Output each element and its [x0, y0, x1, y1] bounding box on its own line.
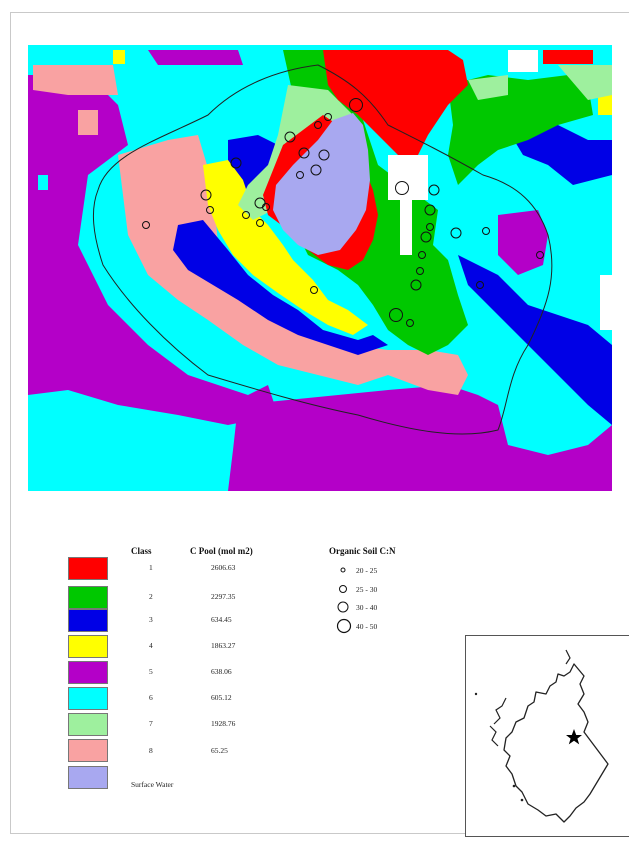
cn-sample-circle-icon [424, 204, 436, 216]
cn-sample-circle-icon [256, 219, 264, 227]
legend-swatch-surface-water [68, 766, 108, 789]
soil-carbon-class-map [28, 45, 612, 491]
legend-class-1: 1 [149, 563, 153, 572]
cn-sample-circle-icon [296, 171, 304, 179]
legend-class-header: Class [131, 546, 152, 556]
cn-sample-circle-icon [428, 184, 440, 196]
cn-sample-circle-icon [416, 267, 424, 275]
cn-sample-circle-icon [310, 164, 322, 176]
cn-range-3: 30 - 40 [356, 603, 378, 612]
cn-sample-circle-icon [406, 319, 414, 327]
cn-sample-circle-icon [284, 131, 296, 143]
legend-class-6: 6 [149, 693, 153, 702]
cn-sample-circle-icon [450, 227, 462, 239]
cn-sample-circle-icon [318, 149, 330, 161]
cn-sample-circle-icon [310, 286, 318, 294]
map-area-class-5 [228, 385, 612, 491]
cn-sample-circle-icon [254, 197, 266, 209]
cn-circle-small-icon [340, 567, 346, 573]
map-area-class-2 [448, 75, 593, 185]
inset-locator-map [465, 635, 629, 837]
legend-surface-water-label: Surface Water [131, 780, 174, 789]
cn-sample-circle-icon [206, 206, 214, 214]
cn-sample-circle-icon [476, 281, 484, 289]
cn-sample-circle-icon [426, 223, 434, 231]
legend-class-7: 7 [149, 719, 153, 728]
map-no-data [388, 155, 428, 200]
legend-swatch-class-1 [68, 557, 108, 580]
cn-range-4: 40 - 50 [356, 622, 378, 631]
legend-class-8: 8 [149, 746, 153, 755]
catchment-boundary-line [93, 64, 553, 435]
map-area-class-8 [33, 65, 118, 95]
legend-cn-header: Organic Soil C:N [329, 546, 396, 556]
legend-swatch-class-7 [68, 713, 108, 736]
legend-pool-7: 1928.76 [211, 719, 236, 728]
cn-circle-xlarge-icon [336, 618, 352, 634]
map-area-class-3 [173, 220, 388, 355]
cn-sample-circle-icon [242, 211, 250, 219]
map-no-data [600, 275, 612, 330]
legend-class-4: 4 [149, 641, 153, 650]
cn-range-2: 25 - 30 [356, 585, 378, 594]
legend-pool-2: 2297.35 [211, 592, 236, 601]
legend-pool-8: 65.25 [211, 746, 228, 755]
map-area-class-6 [38, 175, 48, 190]
map-area-class-3 [508, 125, 612, 185]
cn-sample-circle-icon [410, 279, 422, 291]
cn-circle-large-icon [337, 601, 349, 613]
legend-pool-1: 2606.63 [211, 563, 236, 572]
legend-class-3: 3 [149, 615, 153, 624]
map-area-class-4 [113, 50, 125, 64]
map-area-class-3 [458, 255, 612, 425]
map-area-class-5 [28, 75, 278, 425]
legend-pool-3: 634.45 [211, 615, 232, 624]
cn-sample-circle-icon [324, 113, 332, 121]
map-area-class-5 [498, 210, 548, 275]
legend-swatch-class-5 [68, 661, 108, 684]
legend-pool-5: 638.06 [211, 667, 232, 676]
legend-swatch-class-3 [68, 609, 108, 632]
map-no-data [508, 50, 538, 72]
cn-sample-circle-icon [142, 221, 150, 229]
cn-circle-medium-icon [339, 585, 347, 593]
legend-class-2: 2 [149, 592, 153, 601]
cn-sample-circle-icon [298, 147, 310, 159]
legend-swatch-class-8 [68, 739, 108, 762]
cn-sample-circle-icon [482, 227, 490, 235]
cn-sample-circle-icon [200, 189, 212, 201]
legend-class-5: 5 [149, 667, 153, 676]
map-area-class-8 [78, 110, 98, 135]
cn-sample-circle-icon [420, 231, 432, 243]
map-no-data [400, 195, 412, 255]
cn-sample-circle-icon [314, 121, 322, 129]
map-area-class-6 [33, 395, 73, 425]
legend-swatch-class-6 [68, 687, 108, 710]
map-area-class-1 [543, 50, 593, 64]
cn-sample-circle-icon [230, 157, 242, 169]
map-area-class-4 [598, 95, 612, 115]
cn-sample-circle-icon [389, 308, 403, 322]
cn-sample-circle-icon [536, 251, 544, 259]
cn-sample-circle-icon [395, 181, 409, 195]
legend-swatch-class-4 [68, 635, 108, 658]
legend-pool-header: C Pool (mol m2) [190, 546, 253, 556]
legend-pool-6: 605.12 [211, 693, 232, 702]
map-area-class-7 [558, 65, 612, 100]
map-area-class-1 [323, 50, 468, 155]
cn-range-1: 20 - 25 [356, 566, 378, 575]
map-area-class-7 [468, 75, 508, 100]
scotland-outline-icon [474, 649, 609, 823]
legend-pool-4: 1863.27 [211, 641, 236, 650]
map-area-class-5 [148, 50, 243, 65]
legend-swatch-class-2 [68, 586, 108, 609]
cn-sample-circle-icon [349, 98, 363, 112]
study-site-star-icon [566, 729, 582, 745]
cn-sample-circle-icon [418, 251, 426, 259]
map-surface-water [273, 113, 370, 255]
